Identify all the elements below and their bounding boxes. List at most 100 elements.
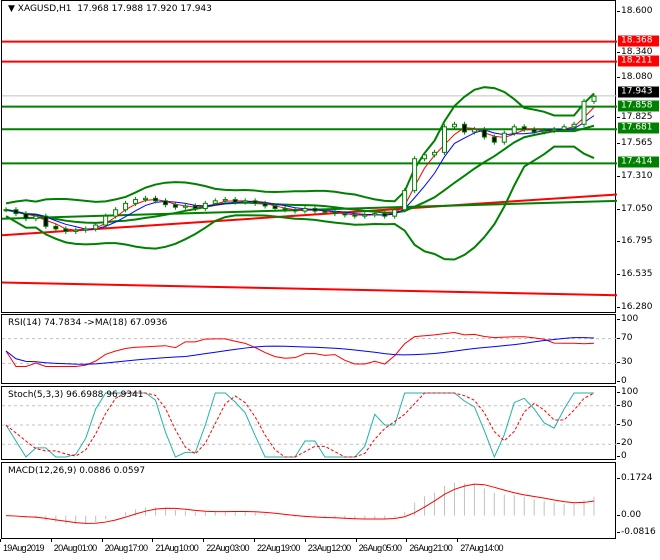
candle xyxy=(521,126,527,130)
low-red-line xyxy=(2,281,617,297)
candle xyxy=(352,214,358,217)
candle xyxy=(113,209,119,217)
price-tick: 18.080 xyxy=(617,72,653,82)
candle xyxy=(133,199,139,204)
price-axis[interactable]: 18.600 18.340 18.080 17.825 17.565 17.310 17.0… xyxy=(617,0,660,313)
symbol-label: XAGUSD,H1 xyxy=(17,4,72,14)
candle xyxy=(13,209,19,215)
collapse-triangle-icon[interactable]: ▼ xyxy=(8,4,18,14)
time-label: 22 Aug 19:00 xyxy=(254,539,300,553)
candle xyxy=(332,211,338,215)
candle xyxy=(302,207,308,212)
time-label: 26 Aug 21:00 xyxy=(406,539,453,553)
main-chart[interactable]: ▼ XAGUSD,H1 17.968 17.988 17.920 17.943 xyxy=(1,0,617,313)
time-label: 26 Aug 05:00 xyxy=(355,539,402,553)
axis-tick: -0.0816 xyxy=(617,527,656,537)
ma-fast-line xyxy=(5,106,595,231)
axis-tick: 30 xyxy=(617,357,632,367)
candle xyxy=(143,197,149,201)
candle xyxy=(83,228,89,231)
level-price-tag: 17.681 xyxy=(618,122,659,134)
candle xyxy=(23,213,29,220)
candle xyxy=(581,100,587,125)
candle xyxy=(531,128,537,133)
candle xyxy=(53,225,59,230)
level-price-tag: 17.414 xyxy=(618,156,659,168)
axis-tick: 50 xyxy=(617,419,632,429)
stoch-main-line xyxy=(5,392,594,459)
axis-tick: 0 xyxy=(617,451,627,461)
symbol-header: ▼ XAGUSD,H1 17.968 17.988 17.920 17.943 xyxy=(8,4,212,14)
price-tick: 17.565 xyxy=(617,138,653,148)
price-tick: 16.280 xyxy=(617,302,653,312)
low-value: 17.920 xyxy=(146,4,178,14)
candle xyxy=(461,123,467,133)
stoch-label: Stoch(5,3,3) 96.6988 96.9341 xyxy=(8,390,144,400)
candle xyxy=(282,207,288,211)
level-price-tag: 17.858 xyxy=(618,100,659,112)
macd-label: MACD(12,26,9) 0.0886 0.0597 xyxy=(8,466,146,476)
price-plot xyxy=(2,40,617,297)
candle xyxy=(372,213,378,216)
close-value: 17.943 xyxy=(180,4,212,14)
candle xyxy=(152,197,158,202)
candle xyxy=(342,213,348,216)
stoch-plot xyxy=(2,392,617,459)
time-label: 27 Aug 14:00 xyxy=(457,539,504,553)
candle xyxy=(252,200,258,204)
axis-tick: 0.00 xyxy=(617,510,641,520)
high-value: 17.988 xyxy=(111,4,144,14)
stoch-axis: 100 80 50 20 0 xyxy=(617,386,660,461)
candle xyxy=(73,229,79,232)
candle xyxy=(33,215,39,220)
price-tick: 17.050 xyxy=(617,204,653,214)
candle xyxy=(222,199,228,202)
candle xyxy=(451,123,457,128)
candle xyxy=(202,202,208,209)
candle xyxy=(541,130,547,133)
rsi-line xyxy=(5,332,595,367)
price-tick: 16.535 xyxy=(617,269,653,279)
price-tick: 18.600 xyxy=(617,6,653,16)
candle xyxy=(392,209,398,217)
level-price-tag: 18.368 xyxy=(618,35,659,47)
macd-panel[interactable]: MACD(12,26,9) 0.0886 0.0597 xyxy=(1,462,616,539)
time-label: 22 Aug 03:00 xyxy=(203,539,250,553)
candle xyxy=(362,214,368,217)
candle xyxy=(3,209,9,212)
macd-signal-line xyxy=(5,483,595,524)
candle xyxy=(471,128,477,133)
axis-tick: 80 xyxy=(617,400,632,410)
candle xyxy=(402,190,408,211)
candle xyxy=(382,213,388,217)
time-label: 21 Aug 10:00 xyxy=(152,539,199,553)
candle xyxy=(103,215,109,226)
level-price-tag: 17.943 xyxy=(618,86,659,98)
candle xyxy=(561,126,567,130)
axis-tick: 70 xyxy=(617,333,632,343)
open-value: 17.968 xyxy=(77,4,109,14)
candle xyxy=(292,209,298,212)
macd-plot xyxy=(5,482,595,524)
long-ma-red-line xyxy=(2,193,617,237)
axis-tick: 100 xyxy=(617,387,638,397)
price-tick: 18.340 xyxy=(617,47,653,57)
macd-axis: 0.1724 0.00 -0.0816 xyxy=(617,462,660,539)
candle xyxy=(501,132,507,143)
time-label: 19 Aug 2019 xyxy=(0,539,45,553)
rsi-label: RSI(14) 74.7834 ->MA(18) 67.0936 xyxy=(8,318,168,328)
price-tick: 16.795 xyxy=(617,236,653,246)
candle xyxy=(242,200,248,203)
axis-tick: 0 xyxy=(617,376,627,386)
candle xyxy=(232,199,238,203)
candle xyxy=(511,126,517,134)
price-tick: 17.310 xyxy=(617,171,653,181)
price-tick: 17.825 xyxy=(617,112,653,122)
stoch-panel[interactable]: Stoch(5,3,3) 96.6988 96.9341 xyxy=(1,386,617,460)
candle xyxy=(172,204,178,208)
rsi-panel[interactable]: RSI(14) 74.7834 ->MA(18) 67.0936 xyxy=(1,314,617,384)
candle xyxy=(312,207,318,212)
candle xyxy=(322,210,328,213)
ma-slow-line xyxy=(5,115,595,230)
candle xyxy=(432,151,438,156)
